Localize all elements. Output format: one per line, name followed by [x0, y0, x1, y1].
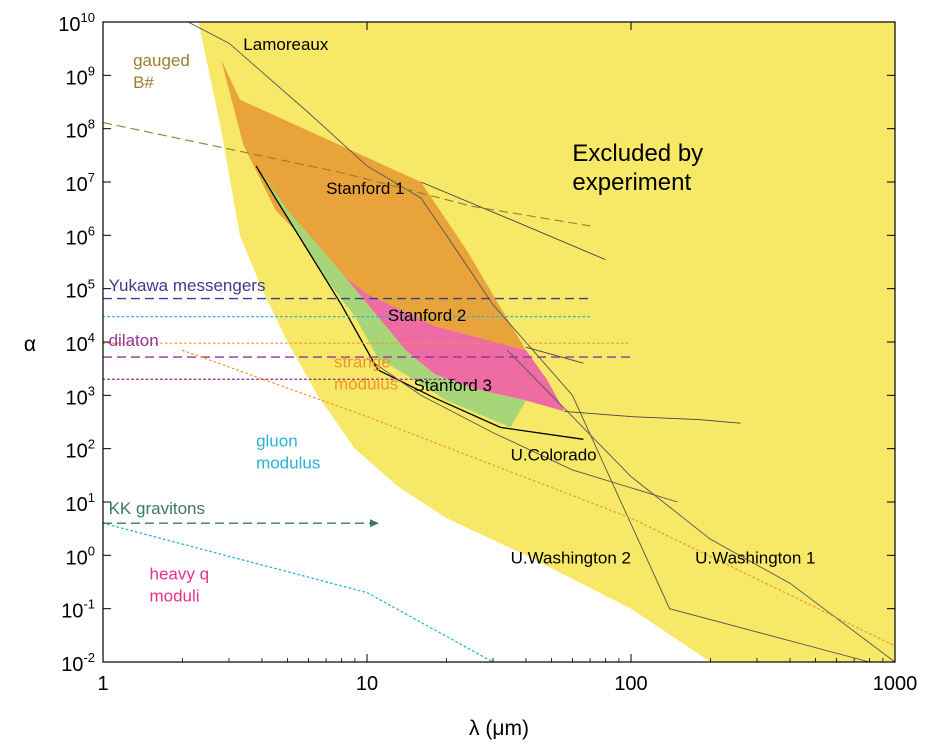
lines-layer [103, 22, 895, 662]
annotation-yukawa-messengers: Yukawa messengers [109, 276, 266, 295]
annotation-stanford-2: Stanford 2 [388, 306, 466, 325]
y-tick-label: 108 [66, 117, 95, 143]
y-tick-label: 10-1 [61, 597, 95, 623]
y-tick-label: 103 [66, 383, 95, 409]
annotation-stanford-3: Stanford 3 [413, 376, 491, 395]
annotation-dilaton: dilaton [109, 331, 159, 350]
y-tick-label: 107 [66, 170, 95, 196]
series-line-gauged-b [103, 122, 591, 227]
annotation-u-washington-1: U.Washington 1 [695, 549, 815, 568]
annotation-lamoreaux: Lamoreaux [243, 35, 329, 54]
y-tick-label: 105 [66, 277, 95, 303]
annotation-excluded-by-experiment: Excluded by experiment [572, 140, 703, 196]
series-line-strange-modulus [181, 349, 895, 647]
series-line-curve-3 [564, 410, 741, 424]
y-axis-label: α [24, 333, 36, 356]
x-tick-label: 100 [614, 673, 647, 695]
x-tick-label: 10 [356, 673, 378, 695]
y-tick-label: 100 [66, 543, 95, 569]
y-tick-label: 10-2 [61, 650, 95, 676]
region-stanford-3 [256, 165, 526, 428]
x-tick-label: 1 [97, 673, 108, 695]
y-tick-label: 102 [66, 437, 95, 463]
series-line-u-colorado [255, 165, 584, 440]
annotation-strange-modulus: strange modulus [334, 353, 398, 394]
annotation-u-colorado: U.Colorado [511, 445, 597, 464]
annotation-stanford-1: Stanford 1 [326, 179, 404, 198]
axis-ticks: 1 10 100 1000 1010 109 108 107 106 105 104 103 102 10… [58, 10, 917, 695]
annotation-kk-gravitons: KK gravitons [109, 499, 205, 518]
y-tick-label: 1010 [58, 10, 95, 36]
annotation-gluon-modulus: gluon modulus [256, 431, 320, 472]
regions-layer [198, 22, 895, 662]
series-line-gluon-modulus [103, 522, 494, 662]
y-tick-label: 109 [66, 63, 95, 89]
y-tick-label: 106 [66, 223, 95, 249]
annotation-heavy-q-moduli: heavy q moduli [149, 565, 209, 606]
annotation-u-washington-2: U.Washington 2 [511, 549, 631, 568]
region-stanford-2 [287, 209, 565, 412]
x-tick-label: 1000 [873, 673, 918, 695]
series-line-lamoreaux [187, 22, 870, 662]
y-tick-label: 104 [66, 330, 95, 356]
series-line-curve-1 [420, 181, 606, 261]
series-line-curve-2 [525, 346, 584, 364]
y-tick-label: 101 [66, 490, 95, 516]
annotation-gauged-b: gauged B# [133, 51, 190, 92]
region-stanford-1 [221, 59, 526, 351]
series-line-u-washington-2 [366, 357, 678, 503]
annotations-layer: Lamoreaux gauged B# Excluded by experiment St… [109, 35, 816, 606]
x-axis-label: λ (μm) [469, 717, 529, 740]
series-line-u-washington-1 [506, 349, 895, 662]
